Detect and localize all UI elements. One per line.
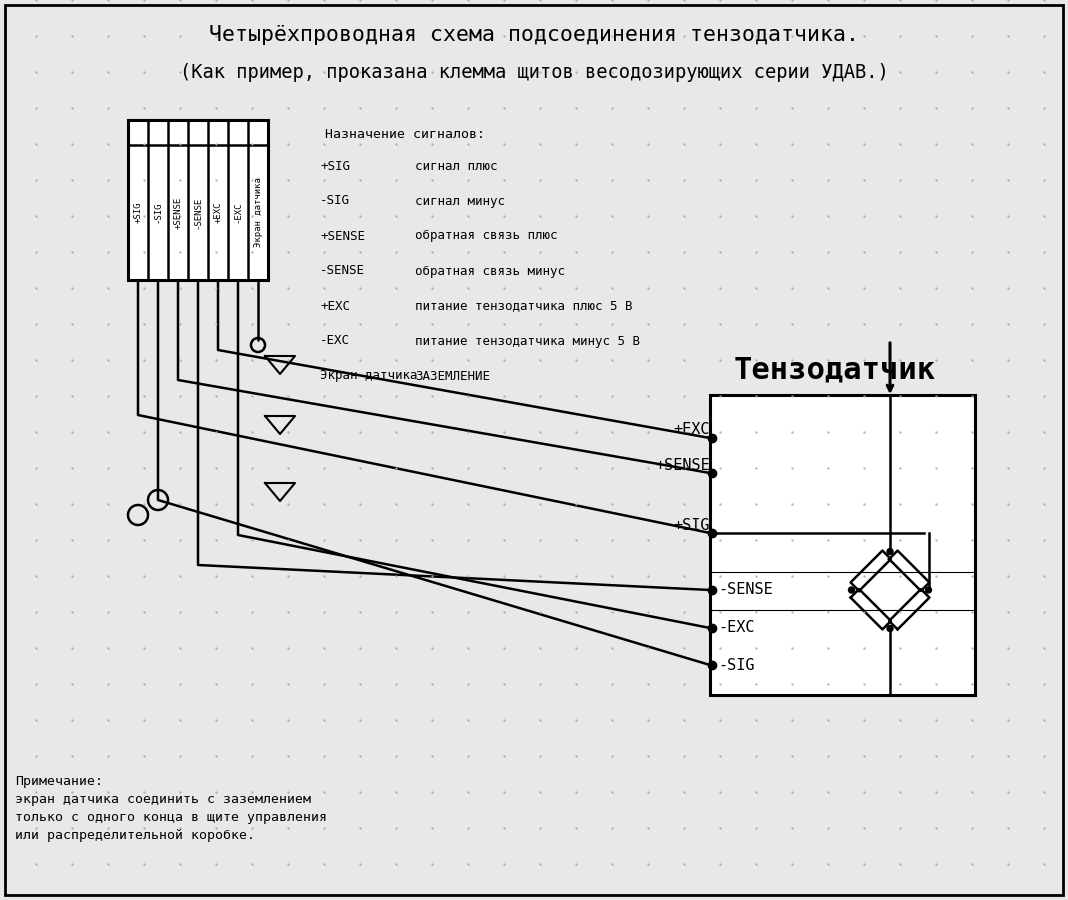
Text: +SIG: +SIG bbox=[134, 202, 142, 223]
Text: питание тензодатчика минус 5 В: питание тензодатчика минус 5 В bbox=[415, 335, 640, 347]
Bar bbox=[128, 120, 268, 280]
Text: Четырёхпроводная схема подсоединения тензодатчика.: Четырёхпроводная схема подсоединения тен… bbox=[209, 25, 859, 45]
Text: Тензодатчик: Тензодатчик bbox=[734, 356, 936, 384]
Text: -EXC: -EXC bbox=[234, 202, 242, 223]
Text: питание тензодатчика плюс 5 В: питание тензодатчика плюс 5 В bbox=[415, 300, 632, 312]
Text: -EXC: -EXC bbox=[320, 335, 350, 347]
Text: +SENSE: +SENSE bbox=[320, 230, 365, 242]
Circle shape bbox=[888, 626, 893, 632]
Text: +EXC: +EXC bbox=[674, 422, 710, 437]
Text: -SENSE: -SENSE bbox=[193, 196, 203, 229]
Text: -SENSE: -SENSE bbox=[718, 582, 773, 598]
Circle shape bbox=[926, 587, 931, 593]
Text: -EXC: -EXC bbox=[718, 620, 754, 635]
Text: +EXC: +EXC bbox=[214, 202, 222, 223]
Text: +SENSE: +SENSE bbox=[173, 196, 183, 229]
Text: -SIG: -SIG bbox=[718, 658, 754, 672]
Text: +SENSE: +SENSE bbox=[656, 457, 710, 472]
Text: Примечание:
экран датчика соединить с заземлением
только с одного конца в щите у: Примечание: экран датчика соединить с за… bbox=[15, 775, 327, 842]
Text: сигнал минус: сигнал минус bbox=[415, 194, 505, 208]
Text: -SIG: -SIG bbox=[320, 194, 350, 208]
Text: Экран датчика: Экран датчика bbox=[320, 370, 418, 382]
Text: +EXC: +EXC bbox=[320, 300, 350, 312]
Bar bbox=[710, 395, 975, 695]
Text: -SIG: -SIG bbox=[154, 202, 162, 223]
Circle shape bbox=[848, 587, 854, 593]
Text: (Как пример, проказана клемма щитов весодозирующих серии УДАВ.): (Как пример, проказана клемма щитов весо… bbox=[179, 62, 889, 82]
Text: сигнал плюс: сигнал плюс bbox=[415, 159, 498, 173]
Text: обратная связь плюс: обратная связь плюс bbox=[415, 230, 557, 242]
Text: -SENSE: -SENSE bbox=[320, 265, 365, 277]
Text: Назначение сигналов:: Назначение сигналов: bbox=[325, 128, 485, 141]
Text: +SIG: +SIG bbox=[320, 159, 350, 173]
Text: ЗАЗЕМЛЕНИЕ: ЗАЗЕМЛЕНИЕ bbox=[415, 370, 490, 382]
Circle shape bbox=[888, 548, 893, 554]
Text: +SIG: +SIG bbox=[674, 518, 710, 533]
Text: обратная связь минус: обратная связь минус bbox=[415, 265, 565, 277]
Text: Экран датчика: Экран датчика bbox=[253, 177, 263, 248]
